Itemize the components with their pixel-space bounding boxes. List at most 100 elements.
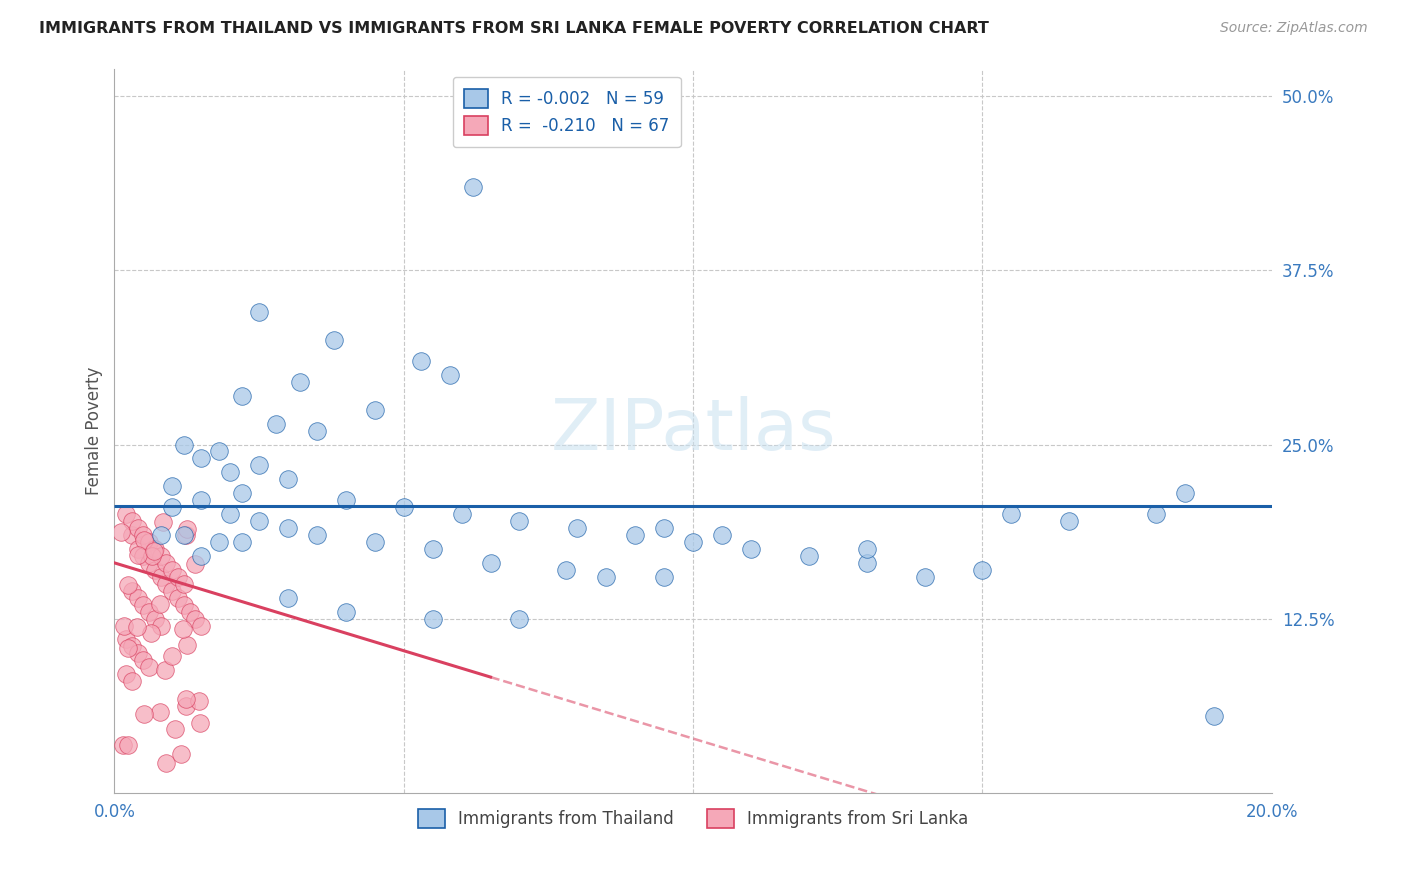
Point — [190, 549, 212, 563]
Point — [141, 549, 163, 563]
Point — [142, 544, 165, 558]
Point — [1202, 709, 1225, 723]
Point — [179, 605, 201, 619]
Point — [149, 618, 172, 632]
Point — [682, 535, 704, 549]
Point — [172, 622, 194, 636]
Point — [305, 424, 328, 438]
Point — [132, 528, 155, 542]
Point — [1000, 507, 1022, 521]
Point — [508, 611, 530, 625]
Point — [392, 500, 415, 515]
Point — [110, 524, 132, 539]
Point — [173, 598, 195, 612]
Point — [127, 620, 149, 634]
Point — [115, 667, 138, 681]
Point — [855, 556, 877, 570]
Point — [153, 663, 176, 677]
Point — [335, 605, 357, 619]
Point — [190, 618, 212, 632]
Point — [138, 535, 160, 549]
Point — [173, 437, 195, 451]
Point — [184, 557, 207, 571]
Point — [652, 570, 675, 584]
Point — [155, 756, 177, 771]
Point — [117, 738, 139, 752]
Point — [231, 535, 253, 549]
Point — [277, 591, 299, 605]
Point — [132, 706, 155, 721]
Point — [115, 632, 138, 647]
Point — [139, 626, 162, 640]
Point — [138, 556, 160, 570]
Point — [173, 528, 195, 542]
Point — [117, 578, 139, 592]
Point — [143, 563, 166, 577]
Point — [127, 647, 149, 661]
Point — [479, 556, 502, 570]
Point — [450, 507, 472, 521]
Point — [288, 375, 311, 389]
Y-axis label: Female Poverty: Female Poverty — [86, 367, 103, 495]
Text: ZIPatlas: ZIPatlas — [550, 396, 837, 465]
Point — [138, 660, 160, 674]
Point — [162, 479, 184, 493]
Point — [170, 747, 193, 762]
Point — [624, 528, 647, 542]
Point — [411, 354, 433, 368]
Point — [176, 522, 198, 536]
Point — [176, 528, 198, 542]
Point — [1174, 486, 1197, 500]
Point — [121, 583, 143, 598]
Point — [134, 533, 156, 547]
Point — [127, 548, 149, 562]
Point — [323, 333, 346, 347]
Text: IMMIGRANTS FROM THAILAND VS IMMIGRANTS FROM SRI LANKA FEMALE POVERTY CORRELATION: IMMIGRANTS FROM THAILAND VS IMMIGRANTS F… — [39, 21, 990, 36]
Point — [121, 674, 143, 689]
Point — [914, 570, 936, 584]
Point — [132, 653, 155, 667]
Point — [149, 570, 172, 584]
Point — [1144, 507, 1167, 521]
Point — [162, 563, 184, 577]
Point — [972, 563, 994, 577]
Point — [190, 493, 212, 508]
Point — [152, 515, 174, 529]
Point — [162, 500, 184, 515]
Point — [207, 535, 229, 549]
Point — [173, 576, 195, 591]
Point — [740, 541, 762, 556]
Point — [277, 521, 299, 535]
Point — [132, 598, 155, 612]
Point — [364, 535, 387, 549]
Point — [247, 514, 270, 528]
Point — [422, 541, 444, 556]
Point — [305, 528, 328, 542]
Point — [149, 549, 172, 563]
Point — [174, 691, 197, 706]
Point — [422, 611, 444, 625]
Point — [190, 451, 212, 466]
Point — [797, 549, 820, 563]
Point — [111, 739, 134, 753]
Point — [231, 389, 253, 403]
Point — [132, 549, 155, 563]
Point — [567, 521, 589, 535]
Point — [439, 368, 461, 382]
Point — [595, 570, 617, 584]
Point — [463, 180, 485, 194]
Point — [127, 521, 149, 535]
Point — [115, 507, 138, 521]
Point — [188, 694, 211, 708]
Point — [162, 583, 184, 598]
Point — [149, 598, 172, 612]
Point — [143, 541, 166, 556]
Legend: Immigrants from Thailand, Immigrants from Sri Lanka: Immigrants from Thailand, Immigrants fro… — [411, 803, 974, 835]
Point — [174, 698, 197, 713]
Point — [167, 591, 190, 605]
Point — [855, 541, 877, 556]
Point — [219, 466, 242, 480]
Point — [121, 514, 143, 528]
Point — [127, 591, 149, 605]
Point — [231, 486, 253, 500]
